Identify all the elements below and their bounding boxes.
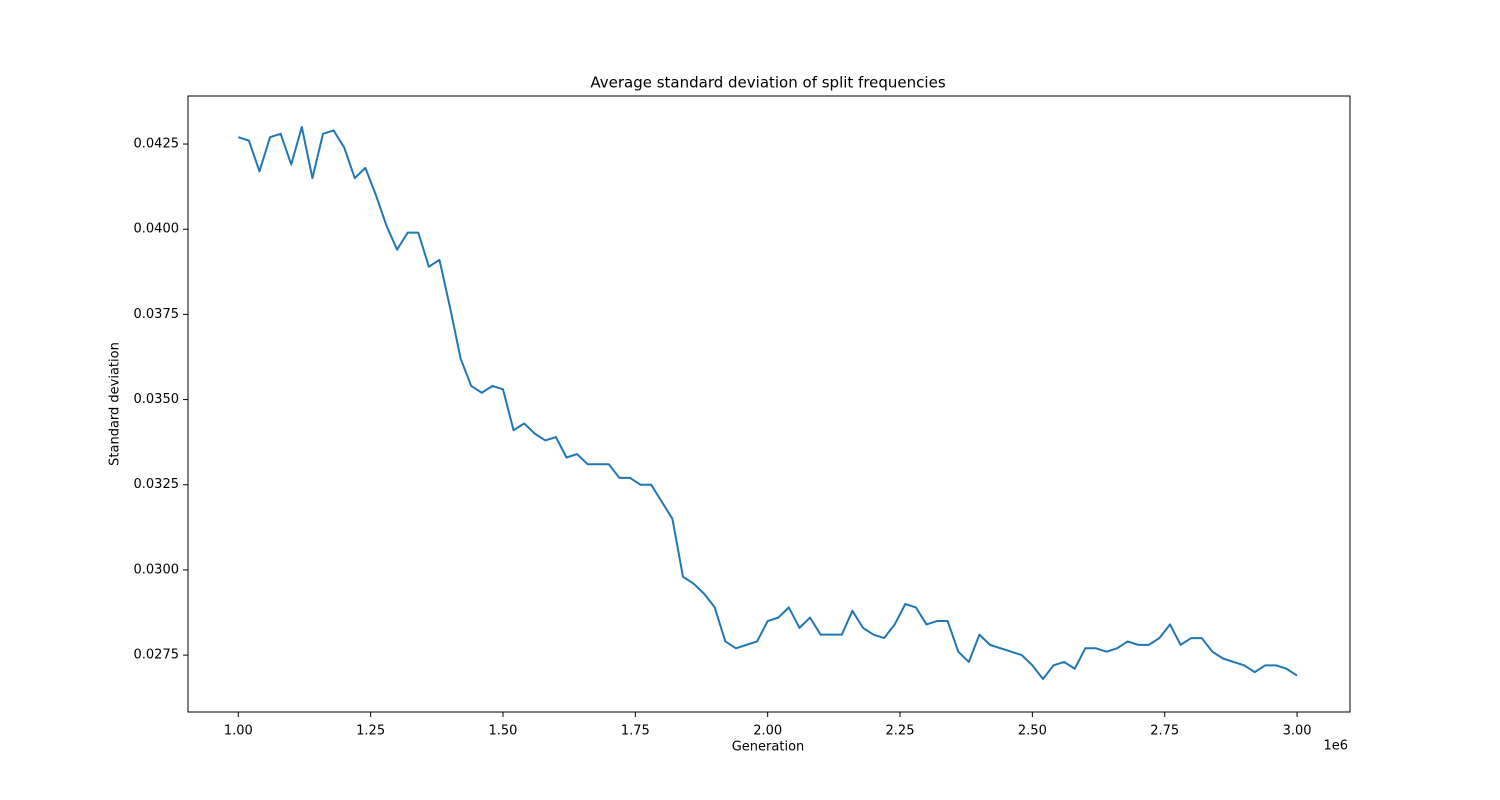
x-tick-label: 1.00 [224, 724, 253, 739]
y-tick-label: 0.0325 [134, 477, 180, 492]
x-tick-label: 3.00 [1283, 724, 1312, 739]
plot-frame [187, 95, 1351, 713]
y-axis-label: Standard deviation [108, 342, 123, 466]
y-tick-label: 0.0425 [134, 137, 180, 152]
x-tick-label: 2.50 [1018, 724, 1047, 739]
line [237, 126, 1298, 680]
x-tick-label: 2.25 [886, 724, 915, 739]
x-tick-label: 1.50 [489, 724, 518, 739]
y-tick-label: 0.0375 [134, 307, 180, 322]
x-tick-label: 1.75 [621, 724, 650, 739]
y-tick-label: 0.0400 [134, 222, 180, 237]
y-tick-label: 0.0350 [134, 392, 180, 407]
x-axis-label: Generation [732, 740, 805, 755]
chart-title: Average standard deviation of split freq… [590, 74, 945, 92]
x-tick-label: 2.75 [1150, 724, 1179, 739]
x-offset-label: 1e6 [1323, 739, 1348, 754]
y-tick-label: 0.0275 [134, 648, 180, 663]
y-tick-label: 0.0300 [134, 562, 180, 577]
x-tick-label: 1.25 [356, 724, 385, 739]
x-tick-label: 2.00 [753, 724, 782, 739]
